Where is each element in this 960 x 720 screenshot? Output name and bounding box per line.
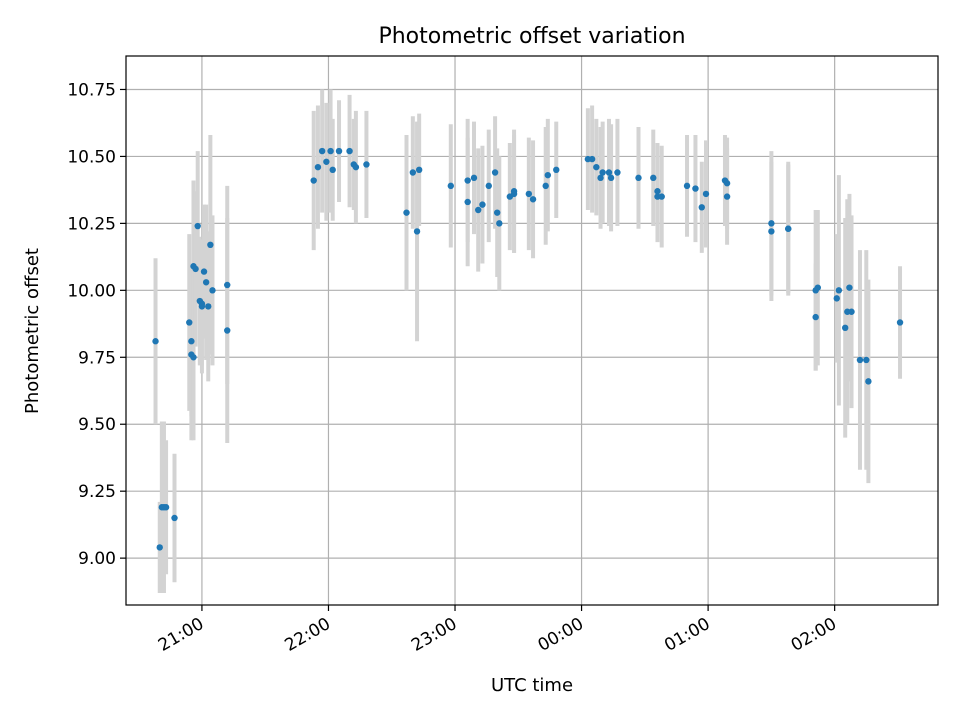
data-point [494,209,501,216]
data-point [768,228,775,235]
data-point [171,514,178,522]
data-point [346,147,353,155]
x-tick-label: 01:00 [661,614,713,656]
data-point [198,303,206,310]
data-point [329,166,336,174]
data-point [654,188,661,195]
data-point [607,174,615,182]
data-point [447,182,454,190]
data-point [475,206,482,214]
data-point [190,354,197,361]
y-tick-label: 10.00 [67,281,116,301]
data-point [599,169,606,176]
data-point [785,225,792,232]
y-tick-label: 9.00 [78,549,116,569]
data-point [692,185,699,192]
data-point [224,281,231,289]
data-point [327,147,334,155]
data-point [846,284,853,291]
x-tick-label: 22:00 [282,614,334,656]
data-point [544,171,552,179]
data-point [863,356,870,364]
data-point [205,303,212,310]
data-point [525,190,533,198]
y-tick-label: 10.50 [67,147,116,167]
data-point [865,378,872,385]
data-point [207,241,214,249]
data-point [318,147,326,155]
data-point [593,163,600,171]
data-point [768,220,775,227]
data-point [588,155,596,163]
data-point [702,190,710,198]
data-point [650,174,657,182]
y-tick-label: 10.75 [67,80,116,100]
data-point [162,504,170,511]
data-point [200,268,208,275]
errorbar-layer [153,89,903,593]
data-point [833,295,840,302]
data-point [510,190,518,198]
x-tick-label: 00:00 [535,614,587,656]
data-point [413,228,421,235]
data-point [814,284,821,291]
data-point [635,174,642,182]
data-point [363,161,370,168]
data-point [470,174,478,182]
data-point [352,163,360,171]
data-point [335,147,343,155]
data-point [323,158,330,165]
data-point [186,319,193,326]
data-point [188,338,195,345]
data-point [529,196,537,203]
data-point [723,193,731,200]
data-point [224,327,231,334]
y-tick-label: 9.75 [78,348,116,368]
data-point [605,169,613,176]
data-point [464,177,471,184]
data-point [723,180,731,187]
x-axis-label: UTC time [491,675,573,696]
data-point [485,182,492,190]
y-tick-label: 9.50 [78,415,116,435]
data-point [542,182,549,190]
data-point [496,220,503,227]
data-point [856,356,864,364]
data-point [194,222,201,230]
data-point [683,182,691,190]
data-point [658,193,665,200]
data-point [848,308,855,315]
data-point [614,169,621,176]
data-point [842,324,849,332]
data-point [415,166,423,174]
data-point [835,287,843,294]
data-point [314,163,322,171]
data-point [202,279,210,286]
data-point [491,169,499,176]
chart-title: Photometric offset variation [378,24,685,49]
y-tick-label: 10.25 [67,214,116,234]
data-point [896,319,904,326]
data-point [209,287,216,294]
data-point [812,313,819,321]
plot-frame [125,55,939,606]
y-axis-label: Photometric offset [22,248,43,414]
data-point [597,174,604,182]
x-tick-label: 21:00 [155,614,207,656]
point-layer [152,147,904,551]
x-tick-label: 02:00 [788,614,840,656]
x-tick-label: 23:00 [408,614,460,656]
data-point [156,544,163,551]
data-point [310,177,317,184]
data-point [464,198,471,206]
data-point [192,265,199,273]
data-point [479,201,486,208]
data-point [403,209,410,216]
data-point [698,204,705,211]
data-point [152,338,159,345]
data-point [409,169,417,176]
data-point [553,166,560,174]
y-tick-label: 9.25 [78,482,116,502]
